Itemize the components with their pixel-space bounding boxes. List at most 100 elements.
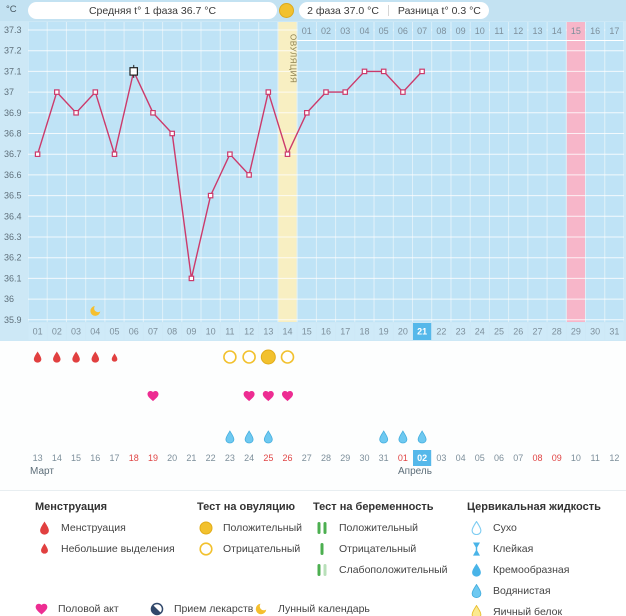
day-column[interactable] (605, 22, 624, 322)
cycle-day-cell[interactable] (86, 323, 105, 340)
svg-text:37.3: 37.3 (4, 25, 22, 35)
drop-red-icon (35, 521, 53, 535)
temperature-point[interactable] (419, 68, 425, 75)
temperature-point[interactable] (227, 151, 233, 158)
day-column[interactable] (47, 22, 66, 322)
cycle-day-cell[interactable] (432, 323, 451, 340)
temperature-point[interactable] (342, 89, 349, 95)
day-column[interactable] (470, 22, 489, 322)
cycle-day-cell[interactable] (605, 323, 624, 340)
temperature-point[interactable] (265, 89, 272, 95)
temperature-point[interactable] (150, 109, 156, 116)
day-column[interactable] (528, 22, 547, 322)
legend-item-label: Клейкая (493, 542, 534, 555)
temperature-point[interactable] (34, 151, 41, 158)
cycle-day-cell[interactable] (47, 323, 66, 340)
temperature-point[interactable] (323, 89, 329, 95)
cycle-day-cell[interactable] (489, 323, 509, 340)
temperature-point[interactable] (304, 109, 310, 116)
cycle-day-cell[interactable] (297, 323, 316, 340)
temperature-point[interactable] (284, 151, 291, 158)
temperature-point[interactable] (361, 68, 368, 75)
watery-fluid-drop-icon (398, 430, 408, 444)
day-column[interactable] (67, 22, 86, 322)
cycle-day-cell[interactable] (547, 323, 566, 340)
day-column[interactable] (432, 22, 451, 322)
cycle-day-cell[interactable] (182, 323, 201, 340)
day-column[interactable] (451, 22, 470, 322)
cycle-day-cell[interactable] (336, 323, 355, 340)
today-cycle-day-cell[interactable] (413, 323, 432, 340)
day-column[interactable] (586, 22, 605, 322)
svg-text:16: 16 (90, 453, 100, 463)
day-column[interactable] (28, 22, 47, 322)
cycle-day-cell[interactable] (220, 323, 239, 340)
cycle-day-row[interactable]: 01 02 03 04 05 06 07 08 09 10 11 12 13 14 15 16 17 18 19 20… (28, 323, 624, 340)
cycle-day-cell[interactable] (374, 323, 393, 340)
cycle-day-cell[interactable] (105, 323, 124, 340)
cycle-day-cell[interactable] (355, 323, 374, 340)
day-column[interactable] (316, 22, 336, 322)
month-label-march: Март (30, 466, 54, 477)
temperature-point[interactable] (207, 192, 214, 199)
day-column[interactable] (163, 22, 182, 322)
temperature-point[interactable] (380, 68, 387, 75)
cycle-day-cell[interactable] (259, 323, 278, 340)
day-column[interactable] (220, 22, 239, 322)
drop-red-small-icon (35, 543, 53, 554)
drop-creamy-icon (467, 563, 485, 577)
selected-temperature-point[interactable] (129, 67, 139, 76)
cycle-day-cell[interactable] (528, 323, 547, 340)
cycle-day-cell[interactable] (240, 323, 259, 340)
cycle-day-cell[interactable] (393, 323, 412, 340)
cycle-day-cell[interactable] (316, 323, 336, 340)
day-column[interactable] (393, 22, 412, 322)
day-column[interactable] (297, 22, 316, 322)
day-column[interactable] (413, 22, 432, 322)
day-column[interactable] (201, 22, 220, 322)
temperature-points[interactable] (34, 64, 425, 282)
cycle-day-cell[interactable] (586, 323, 605, 340)
day-column[interactable] (509, 22, 528, 322)
svg-text:05: 05 (475, 453, 485, 463)
cycle-day-cell[interactable] (28, 323, 47, 340)
day-column[interactable] (355, 22, 374, 322)
temperature-point[interactable] (169, 130, 176, 137)
cycle-day-cell[interactable] (509, 323, 528, 340)
legend-column-title: Тест на овуляцию (197, 501, 296, 513)
cycle-day-cell[interactable] (143, 323, 163, 340)
cycle-day-cell[interactable] (124, 323, 143, 340)
temperature-point[interactable] (400, 89, 406, 95)
svg-text:20: 20 (167, 453, 177, 463)
temperature-point[interactable] (111, 151, 118, 158)
day-column[interactable] (124, 22, 143, 322)
cycle-day-cell[interactable] (566, 323, 585, 340)
svg-text:36.5: 36.5 (4, 191, 22, 201)
cycle-day-cell[interactable] (201, 323, 220, 340)
temperature-point[interactable] (53, 89, 60, 95)
day-columns[interactable] (28, 22, 624, 322)
day-column[interactable] (105, 22, 124, 322)
temperature-point[interactable] (92, 89, 99, 95)
cycle-day-cell[interactable] (163, 323, 182, 340)
cycle-day-cell[interactable] (278, 323, 297, 340)
day-column[interactable] (143, 22, 163, 322)
day-column[interactable] (86, 22, 105, 322)
day-column[interactable] (547, 22, 566, 322)
temperature-point[interactable] (246, 172, 252, 178)
day-column[interactable] (336, 22, 355, 322)
svg-text:10: 10 (571, 453, 581, 463)
cycle-day-cell[interactable] (67, 323, 86, 340)
day-column[interactable] (278, 22, 297, 322)
temperature-point[interactable] (73, 109, 79, 116)
svg-text:26: 26 (513, 327, 523, 337)
day-column[interactable] (259, 22, 278, 322)
day-column[interactable] (489, 22, 509, 322)
temperature-point[interactable] (188, 275, 195, 282)
day-column[interactable] (566, 22, 585, 322)
today-date-cell[interactable] (413, 450, 432, 466)
cycle-day-cell[interactable] (451, 323, 470, 340)
legend-item: Небольшие выделения (35, 538, 175, 559)
day-column[interactable] (374, 22, 393, 322)
cycle-day-cell[interactable] (470, 323, 489, 340)
